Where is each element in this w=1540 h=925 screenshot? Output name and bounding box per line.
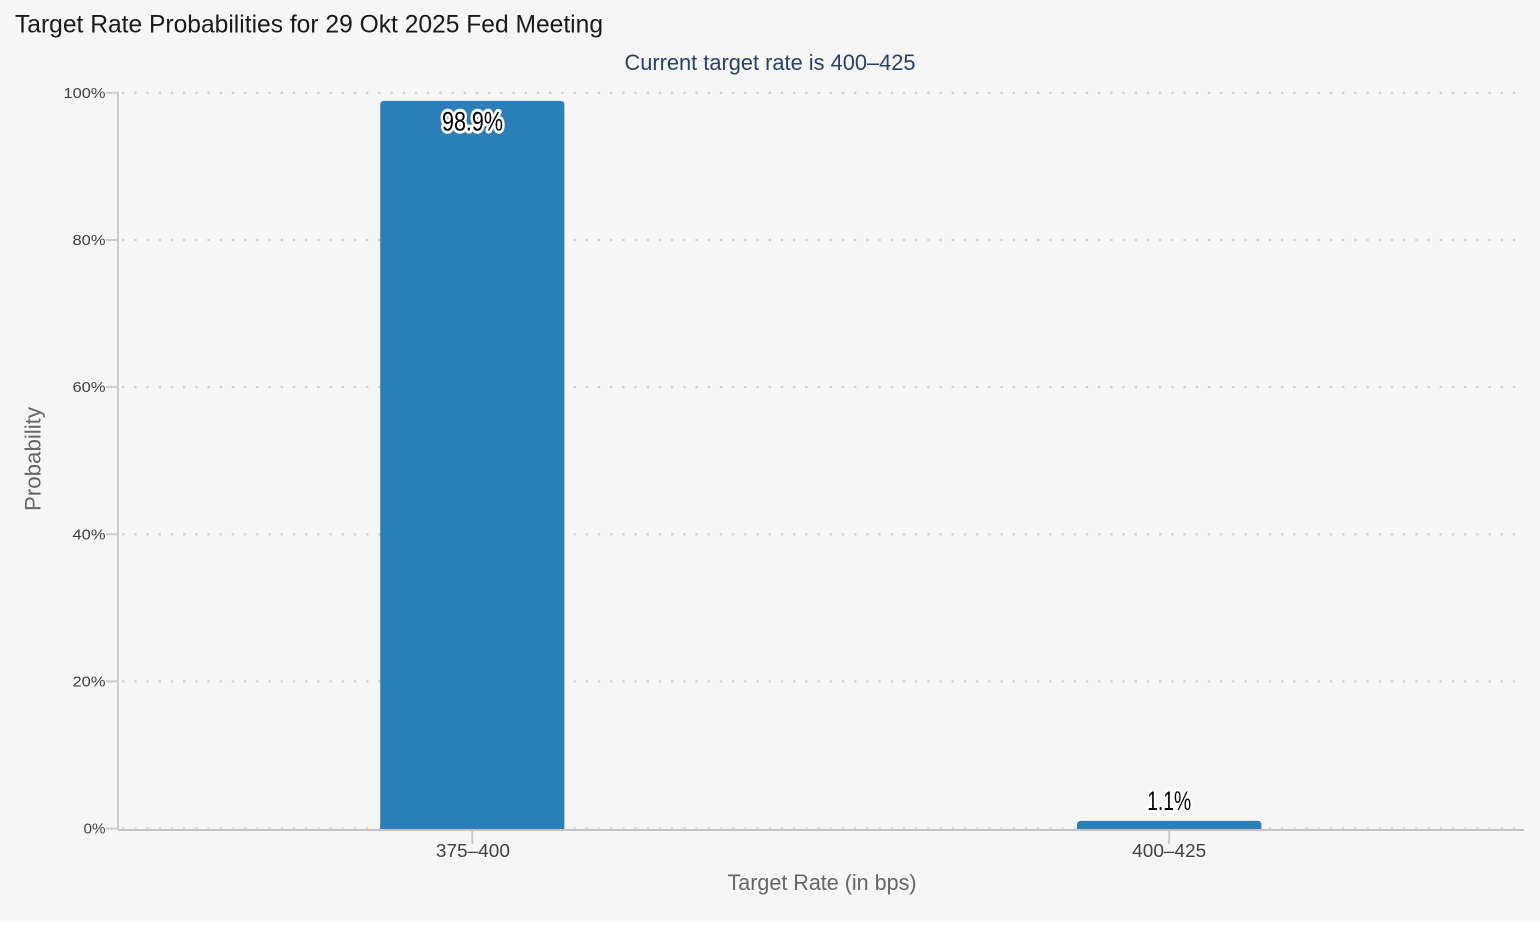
svg-text:98.9%: 98.9% [442, 106, 503, 136]
svg-text:100%: 100% [64, 85, 106, 102]
svg-text:Target Rate (in bps): Target Rate (in bps) [728, 870, 917, 895]
svg-text:Target Rate Probabilities for: Target Rate Probabilities for 29 Okt 202… [15, 11, 603, 39]
svg-text:40%: 40% [73, 526, 106, 543]
svg-text:375–400: 375–400 [436, 841, 510, 861]
svg-text:400–425: 400–425 [1132, 841, 1206, 861]
svg-text:80%: 80% [73, 232, 106, 249]
svg-text:20%: 20% [73, 673, 106, 690]
svg-text:Current target rate is 400–425: Current target rate is 400–425 [625, 50, 916, 75]
svg-text:Probability: Probability [20, 407, 45, 511]
svg-text:60%: 60% [73, 379, 106, 396]
svg-text:1.1%: 1.1% [1147, 786, 1191, 816]
svg-text:0%: 0% [84, 821, 106, 838]
